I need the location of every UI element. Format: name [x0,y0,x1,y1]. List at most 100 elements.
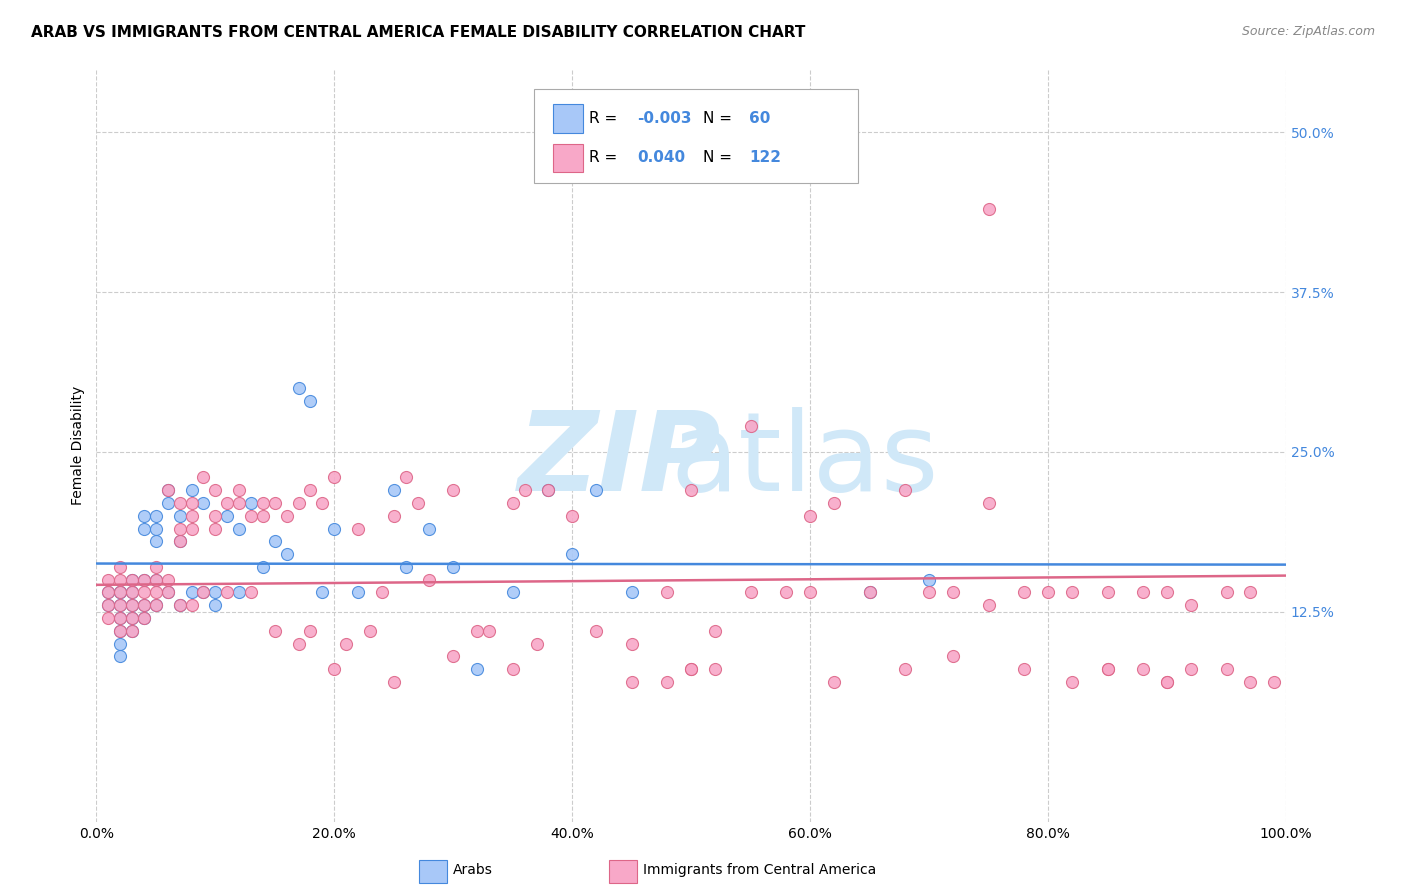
Point [977,496,1000,510]
Point [156,585,179,599]
Point [382,483,405,498]
Point [1060,674,1083,689]
Point [97,585,120,599]
Point [418,573,440,587]
Text: R =: R = [589,151,623,165]
Point [977,599,1000,613]
Point [252,496,274,510]
Point [561,547,583,561]
Point [299,483,322,498]
Point [1156,674,1178,689]
Point [287,381,309,395]
Text: N =: N = [703,112,737,126]
Point [217,508,239,523]
Point [121,611,143,625]
Point [156,585,179,599]
Point [441,560,464,574]
Point [145,522,167,536]
Point [132,573,155,587]
Point [145,508,167,523]
Point [382,508,405,523]
Point [145,573,167,587]
Point [347,522,370,536]
Point [1239,585,1261,599]
Point [704,662,727,676]
Point [263,534,285,549]
Text: atlas: atlas [669,407,938,514]
Point [180,585,202,599]
Point [287,636,309,650]
Point [121,624,143,638]
Point [1014,662,1036,676]
Point [132,522,155,536]
Point [240,508,263,523]
Point [169,534,191,549]
Point [620,674,643,689]
Point [169,496,191,510]
Point [1239,674,1261,689]
Point [145,599,167,613]
Text: ARAB VS IMMIGRANTS FROM CENTRAL AMERICA FEMALE DISABILITY CORRELATION CHART: ARAB VS IMMIGRANTS FROM CENTRAL AMERICA … [31,25,806,40]
Point [537,483,560,498]
Point [526,636,548,650]
Text: -0.003: -0.003 [637,112,692,126]
Point [657,674,679,689]
Text: 122: 122 [749,151,782,165]
Point [121,611,143,625]
Point [108,636,131,650]
Point [585,624,607,638]
Point [799,508,821,523]
Point [97,585,120,599]
Point [108,560,131,574]
Point [323,522,346,536]
Text: 60: 60 [749,112,770,126]
Point [132,611,155,625]
Text: Arabs: Arabs [453,863,492,877]
Point [121,599,143,613]
Point [121,585,143,599]
Point [108,611,131,625]
Point [775,585,797,599]
Point [97,599,120,613]
Point [193,585,215,599]
Text: R =: R = [589,112,623,126]
Point [335,636,357,650]
Point [108,585,131,599]
Point [108,599,131,613]
Point [418,522,440,536]
Point [918,573,941,587]
Point [740,585,762,599]
Point [169,522,191,536]
Point [681,662,703,676]
Text: ZIP: ZIP [517,407,721,514]
Point [502,496,524,510]
Point [323,662,346,676]
Point [108,624,131,638]
Point [585,483,607,498]
Point [942,649,965,664]
Point [121,573,143,587]
Point [145,585,167,599]
Point [132,611,155,625]
Point [681,662,703,676]
Point [299,624,322,638]
Point [263,624,285,638]
Point [228,496,250,510]
Point [1014,585,1036,599]
Point [228,522,250,536]
Point [276,508,298,523]
Point [132,599,155,613]
Point [240,496,263,510]
Point [657,585,679,599]
Point [502,662,524,676]
Point [228,483,250,498]
Point [132,585,155,599]
Point [1180,599,1202,613]
Point [193,470,215,484]
Point [359,624,381,638]
Point [799,585,821,599]
Point [1036,585,1059,599]
Point [323,470,346,484]
Point [1215,662,1237,676]
Point [121,624,143,638]
